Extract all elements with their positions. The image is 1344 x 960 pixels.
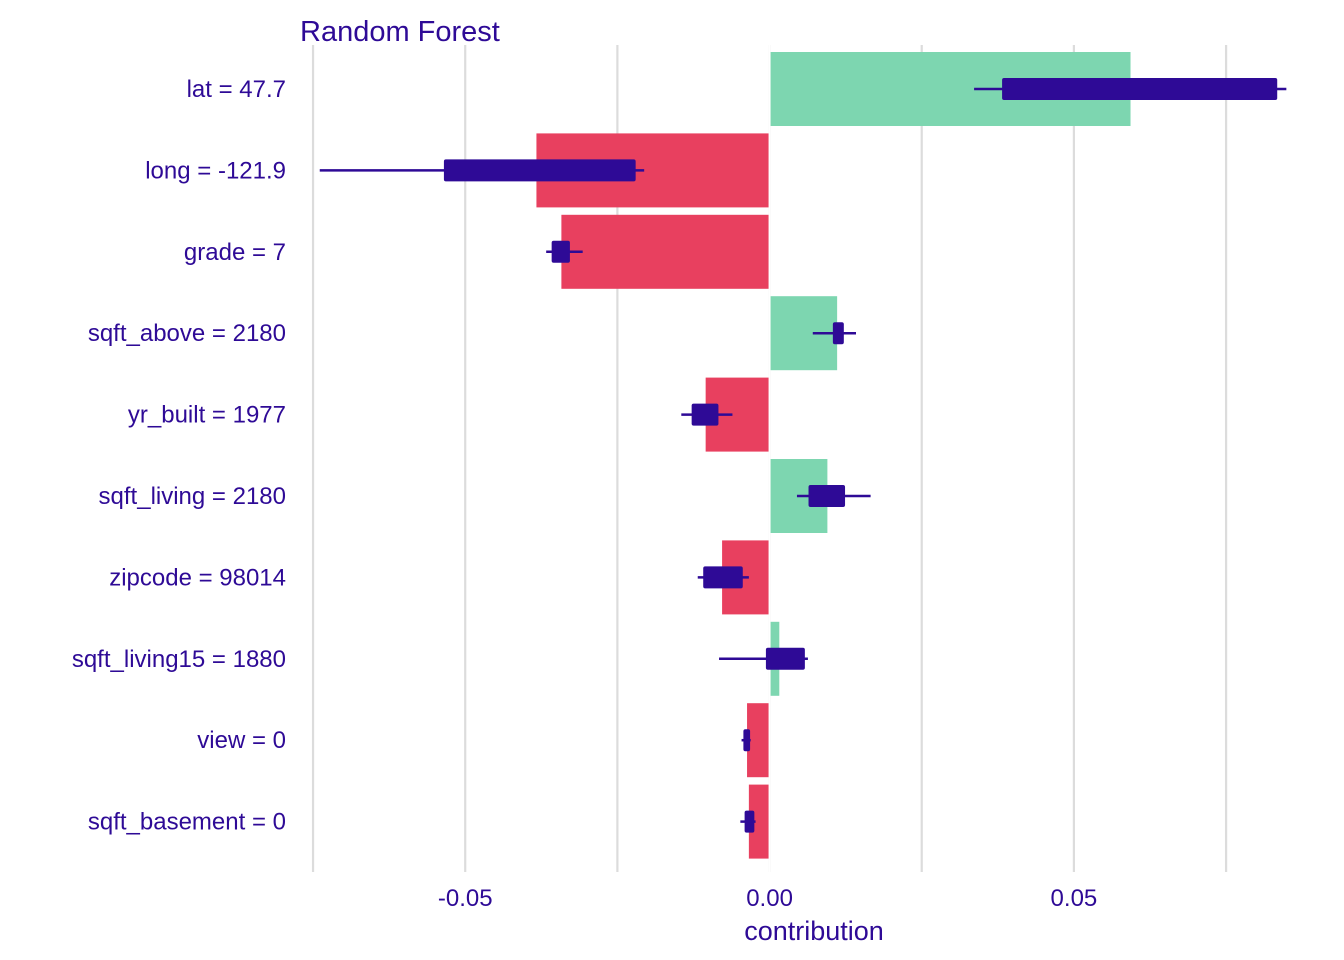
contribution-bar xyxy=(748,784,770,859)
boxplot-box xyxy=(808,485,846,507)
boxplot-box xyxy=(703,566,743,589)
category-label: sqft_living15 = 1880 xyxy=(72,646,286,673)
category-label: view = 0 xyxy=(197,727,286,754)
x-axis-title: contribution xyxy=(744,916,884,946)
contribution-bar xyxy=(747,703,770,778)
boxplot-box xyxy=(443,159,636,182)
x-tick-label: 0.00 xyxy=(746,885,793,912)
contribution-bar xyxy=(561,214,770,289)
category-label: sqft_basement = 0 xyxy=(88,809,286,836)
boxplot-box xyxy=(765,647,805,670)
x-tick-label: -0.05 xyxy=(438,885,493,912)
boxplot-box xyxy=(691,403,719,426)
x-axis-ticks: -0.05 0.00 0.05 xyxy=(438,885,1097,912)
category-label: lat = 47.7 xyxy=(187,76,286,103)
boxplot-box xyxy=(832,322,844,345)
category-labels: lat = 47.7 long = -121.9 grade = 7 sqft_abo… xyxy=(72,76,286,836)
boxplot-box xyxy=(743,729,751,752)
category-label: sqft_above = 2180 xyxy=(88,320,286,347)
category-label: long = -121.9 xyxy=(145,157,286,184)
boxplot-box xyxy=(744,810,755,833)
boxplot-box xyxy=(551,240,570,263)
category-label: yr_built = 1977 xyxy=(128,402,286,429)
chart-title: Random Forest xyxy=(300,16,500,48)
category-label: grade = 7 xyxy=(184,239,286,266)
category-label: zipcode = 98014 xyxy=(109,564,286,591)
boxplot-box xyxy=(1002,78,1278,100)
category-label: sqft_living = 2180 xyxy=(99,483,286,510)
x-tick-label: 0.05 xyxy=(1051,885,1098,912)
boxplots xyxy=(319,78,1287,833)
